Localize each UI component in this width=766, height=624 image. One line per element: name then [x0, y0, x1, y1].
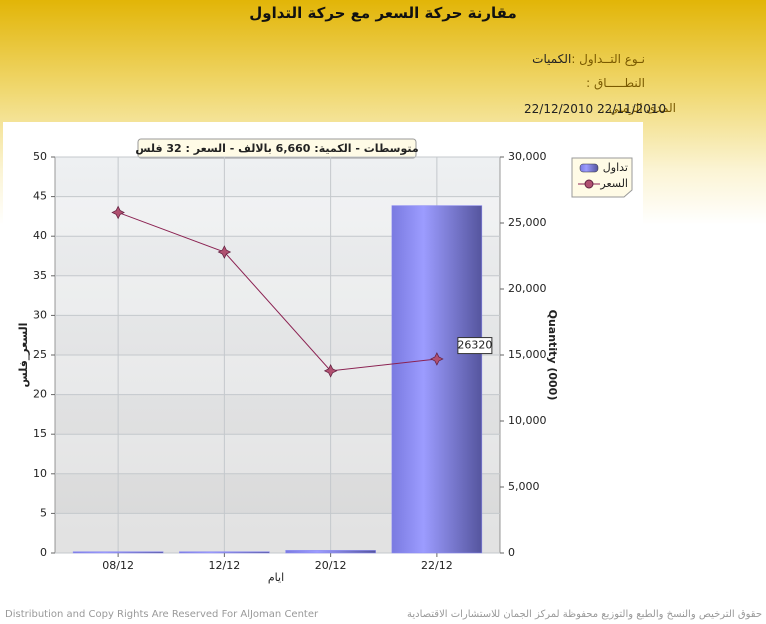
marker: [217, 245, 232, 259]
y2-tick-label: 30,000: [508, 150, 547, 163]
y-axis-title: السعر_فلس: [17, 323, 30, 388]
y-tick-label: 45: [33, 190, 47, 203]
bar: [285, 550, 376, 554]
line: [117, 211, 437, 372]
y2-tick-label: 0: [508, 546, 515, 559]
legend-marker: [584, 179, 594, 189]
x-tick-label: 20/12: [315, 559, 347, 572]
marker: [323, 364, 338, 378]
footer-right: حقوق الترخيص والنسخ والطبع والتوزيع محفو…: [406, 609, 762, 620]
label: نـوع التــداول :: [571, 52, 645, 66]
marker: [111, 205, 125, 220]
marker: [430, 352, 444, 366]
legend-label: السعر: [599, 177, 628, 190]
x-axis-title: ايام: [268, 571, 284, 584]
y2-tick-label: 25,000: [508, 216, 547, 229]
footer-left: Distribution and Copy Rights Are Reserve…: [5, 609, 319, 620]
y-tick-label: 40: [33, 229, 47, 242]
page-title: مقارنة حركة السعر مع حركة التداول: [249, 4, 517, 22]
y-tick-label: 25: [33, 348, 47, 361]
y-tick-label: 10: [33, 467, 47, 480]
y-tick-label: 20: [33, 388, 47, 401]
range-label: النطـــــاق :: [586, 76, 645, 90]
type-label: نـوع التــداول :الكميات: [532, 52, 645, 66]
data-label-box: [457, 337, 493, 355]
y-tick-label: 5: [40, 506, 47, 519]
x-tick-label: 08/12: [102, 559, 134, 572]
x-tick-label: 22/12: [421, 559, 453, 572]
y-tick-label: 35: [33, 269, 47, 282]
y-tick-label: 15: [33, 427, 47, 440]
y2-tick-label: 15,000: [508, 348, 547, 361]
y2-tick-label: 20,000: [508, 282, 547, 295]
from: 22/11/2010: [597, 102, 667, 116]
legend-swatch: [579, 163, 599, 173]
legend-label: تداول: [603, 161, 628, 174]
y-tick-label: 30: [33, 308, 47, 321]
subtitle-box: [137, 138, 417, 159]
y2-axis-title: Quantity (000): [546, 310, 559, 401]
subtitle: متوسطات - الكمية: 6,660 بالالف - السعر :…: [135, 142, 418, 155]
bar: [72, 551, 164, 554]
y2-tick-label: 5,000: [508, 480, 540, 493]
period-label: المدى الزمني :: [601, 101, 676, 115]
y2-tick-label: 10,000: [508, 414, 547, 427]
y-tick-label: 0: [40, 546, 47, 559]
period: 22/12/2010 22/11/2010: [524, 102, 666, 116]
x-tick-label: 12/12: [209, 559, 241, 572]
bar: [391, 205, 483, 554]
data-label: 26320: [457, 339, 492, 352]
to: 22/12/2010: [524, 102, 594, 116]
y-tick-label: 50: [33, 150, 47, 163]
value: الكميات: [532, 52, 572, 66]
bar: [179, 551, 270, 554]
